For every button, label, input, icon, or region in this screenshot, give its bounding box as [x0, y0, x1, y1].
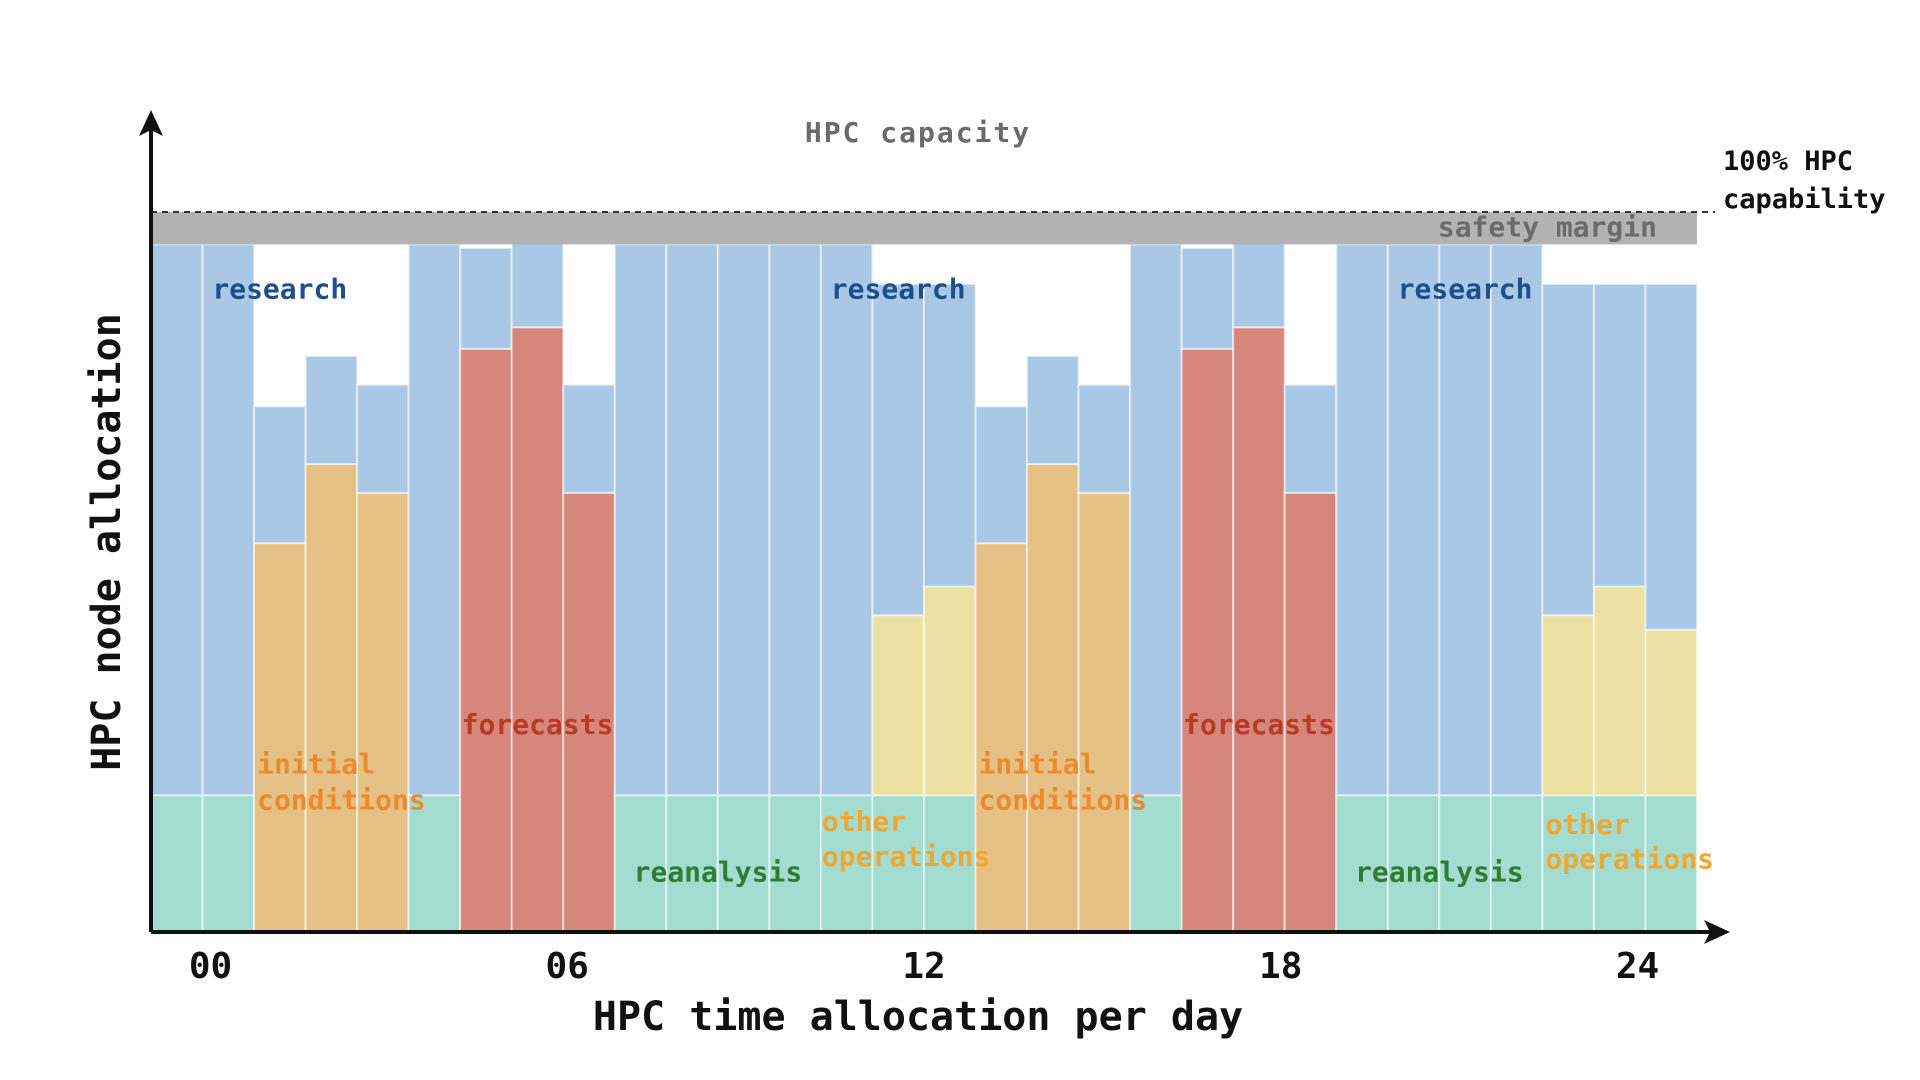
bar-research-25	[1438, 243, 1492, 797]
capacity-label-line2: capability	[1723, 184, 1886, 215]
bar-research-3	[304, 355, 359, 465]
bars-layer	[150, 239, 1698, 934]
bar-research-12	[768, 243, 822, 797]
y-axis-arrow-icon	[139, 110, 163, 136]
bar-initial-conditions-16	[974, 542, 1029, 933]
bar-research-28	[1592, 283, 1647, 588]
safety-margin-layer: safety margin	[151, 210, 1715, 245]
bar-research-15	[923, 283, 977, 588]
capacity-label-line1: 100% HPC	[1723, 146, 1853, 177]
bar-research-4	[356, 383, 410, 494]
x-tick-06: 06	[546, 946, 589, 987]
bar-research-7	[510, 239, 565, 329]
bar-research-24	[1386, 243, 1441, 797]
bar-research-2	[253, 405, 307, 545]
bar-research-22	[1283, 383, 1338, 494]
x-axis-arrow-icon	[1704, 920, 1730, 944]
bar-initial-conditions-3	[304, 463, 359, 933]
bar-research-8	[562, 383, 616, 494]
segment-labels-layer: research research research forecasts forecas…	[212, 272, 1714, 888]
bar-forecasts-6	[459, 347, 513, 933]
bar-reanalysis-5	[407, 794, 462, 934]
bar-other-operations-27	[1541, 614, 1595, 797]
bar-research-10	[665, 243, 719, 797]
bar-research-6	[459, 247, 513, 350]
label-forecasts-4: forecasts	[1183, 708, 1335, 741]
bar-reanalysis-27	[1541, 794, 1595, 934]
bar-research-29	[1644, 283, 1698, 631]
label-initial-conditions-7: initial	[979, 748, 1097, 781]
bar-other-operations-28	[1592, 585, 1647, 797]
bar-initial-conditions-2	[253, 542, 307, 933]
bar-other-operations-15	[923, 585, 977, 797]
bar-research-19	[1129, 243, 1183, 797]
bar-research-18	[1077, 383, 1132, 494]
label-research-1: research	[831, 272, 966, 305]
bar-other-operations-29	[1644, 628, 1698, 797]
label-other-operations-14: operations	[1545, 843, 1714, 876]
x-tick-24: 24	[1616, 946, 1659, 987]
bar-initial-conditions-4	[356, 491, 410, 933]
bar-research-11	[716, 243, 771, 797]
bar-research-20	[1180, 247, 1235, 350]
bar-reanalysis-14	[871, 794, 925, 934]
bar-forecasts-7	[510, 326, 565, 933]
bar-research-13	[819, 243, 874, 797]
bar-research-16	[974, 405, 1029, 545]
bar-reanalysis-19	[1129, 794, 1183, 934]
label-reanalysis-10: reanalysis	[1355, 856, 1524, 889]
bar-research-26	[1489, 243, 1544, 797]
bar-research-21	[1232, 239, 1286, 329]
bar-forecasts-21	[1232, 326, 1286, 933]
bar-forecasts-8	[562, 491, 616, 933]
bar-research-9	[613, 243, 668, 797]
safety-margin-band	[151, 212, 1697, 245]
x-ticks-layer: 00 06 12 18 24	[189, 946, 1659, 987]
axes-layer	[139, 110, 1730, 944]
chart-title: HPC capacity	[805, 116, 1031, 149]
label-research-2: research	[1398, 272, 1533, 305]
x-tick-12: 12	[902, 946, 945, 987]
bar-research-27	[1541, 283, 1595, 617]
y-axis-title: HPC node allocation	[84, 313, 130, 771]
bar-reanalysis-23	[1335, 794, 1389, 934]
bar-research-14	[871, 283, 925, 617]
label-other-operations-13: other	[1545, 808, 1629, 841]
bar-reanalysis-28	[1592, 794, 1647, 934]
bar-reanalysis-0	[150, 794, 204, 934]
bar-initial-conditions-18	[1077, 491, 1132, 933]
x-tick-18: 18	[1259, 946, 1302, 987]
label-research-0: research	[212, 272, 347, 305]
bar-reanalysis-12	[768, 794, 822, 934]
bar-reanalysis-29	[1644, 794, 1698, 934]
label-reanalysis-9: reanalysis	[634, 856, 803, 889]
label-forecasts-3: forecasts	[462, 708, 614, 741]
bar-initial-conditions-17	[1026, 463, 1080, 933]
bar-research-5	[407, 243, 462, 797]
label-other-operations-11: other	[822, 805, 906, 838]
label-initial-conditions-6: conditions	[257, 784, 426, 817]
bar-research-0	[150, 243, 204, 797]
x-axis-title: HPC time allocation per day	[593, 994, 1243, 1040]
bar-research-1	[201, 243, 256, 797]
x-tick-00: 00	[189, 946, 232, 987]
bar-forecasts-20	[1180, 347, 1235, 933]
bar-other-operations-14	[871, 614, 925, 797]
label-initial-conditions-5: initial	[257, 748, 375, 781]
label-other-operations-12: operations	[822, 840, 991, 873]
bar-research-23	[1335, 243, 1389, 797]
bar-research-17	[1026, 355, 1080, 465]
label-initial-conditions-8: conditions	[979, 784, 1148, 817]
safety-margin-label: safety margin	[1438, 210, 1657, 243]
bar-reanalysis-1	[201, 794, 256, 934]
